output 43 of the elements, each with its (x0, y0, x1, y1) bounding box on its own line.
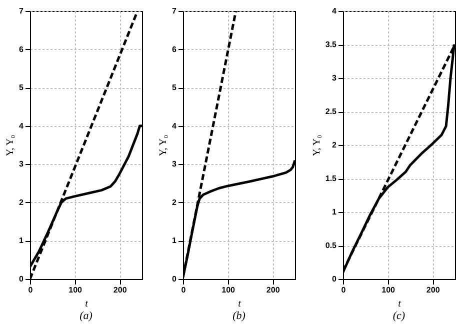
y-tick-label: 2.5 (325, 107, 338, 116)
y-tick-label: 3 (172, 160, 178, 169)
y-tick-label: 4 (332, 6, 338, 16)
x-tick-label: 100 (222, 286, 236, 294)
y-tick-label: 3 (332, 74, 338, 82)
y-tick-label: 4 (19, 121, 24, 130)
y-tick-label: 6 (172, 44, 178, 54)
text: (c) (392, 310, 406, 322)
x-tick-label: 100 (382, 286, 396, 294)
y-tick-label: 1 (19, 236, 24, 246)
y-tick-label: 4 (172, 121, 178, 130)
x-tick-label: 0 (28, 286, 34, 294)
y-tick-label: 0 (19, 274, 24, 284)
x-tick-label: 200 (113, 286, 128, 294)
y-tick-label: 1 (172, 236, 178, 246)
y-tick-label: 3 (19, 160, 24, 169)
y-tick-label: 7 (172, 6, 178, 16)
x-tick-label: 200 (426, 286, 440, 294)
y-tick-label: 2 (172, 198, 178, 207)
y-tick-label: 1.5 (325, 174, 338, 183)
y-tick-label: 5 (19, 83, 24, 92)
text: (b) (232, 310, 246, 322)
y-tick-label: 6 (19, 44, 24, 54)
y-tick-label: 1 (332, 208, 338, 216)
x-axis-title: t (238, 298, 242, 310)
y-axis-title: Y, Y₀ (311, 134, 322, 156)
y-tick-label: 5 (172, 83, 178, 92)
x-tick-label: 200 (266, 286, 280, 294)
y-tick-label: 0.5 (325, 241, 338, 250)
y-tick-label: 3.5 (325, 40, 338, 49)
text: (a) (80, 310, 93, 322)
x-axis-title: t (398, 298, 402, 310)
x-axis-title: t (85, 298, 88, 310)
y-axis-title: Y, Y₀ (158, 134, 170, 156)
x-tick-label: 0 (181, 286, 186, 294)
x-tick-label: 0 (341, 286, 346, 294)
y-tick-label: 7 (19, 6, 24, 16)
y-tick-label: 0 (172, 274, 178, 284)
y-axis-title: Y, Y₀ (5, 134, 16, 156)
y-tick-label: 0 (332, 274, 338, 284)
y-tick-label: 2 (332, 140, 338, 150)
x-tick-label: 100 (68, 286, 83, 294)
y-tick-label: 2 (19, 198, 24, 207)
